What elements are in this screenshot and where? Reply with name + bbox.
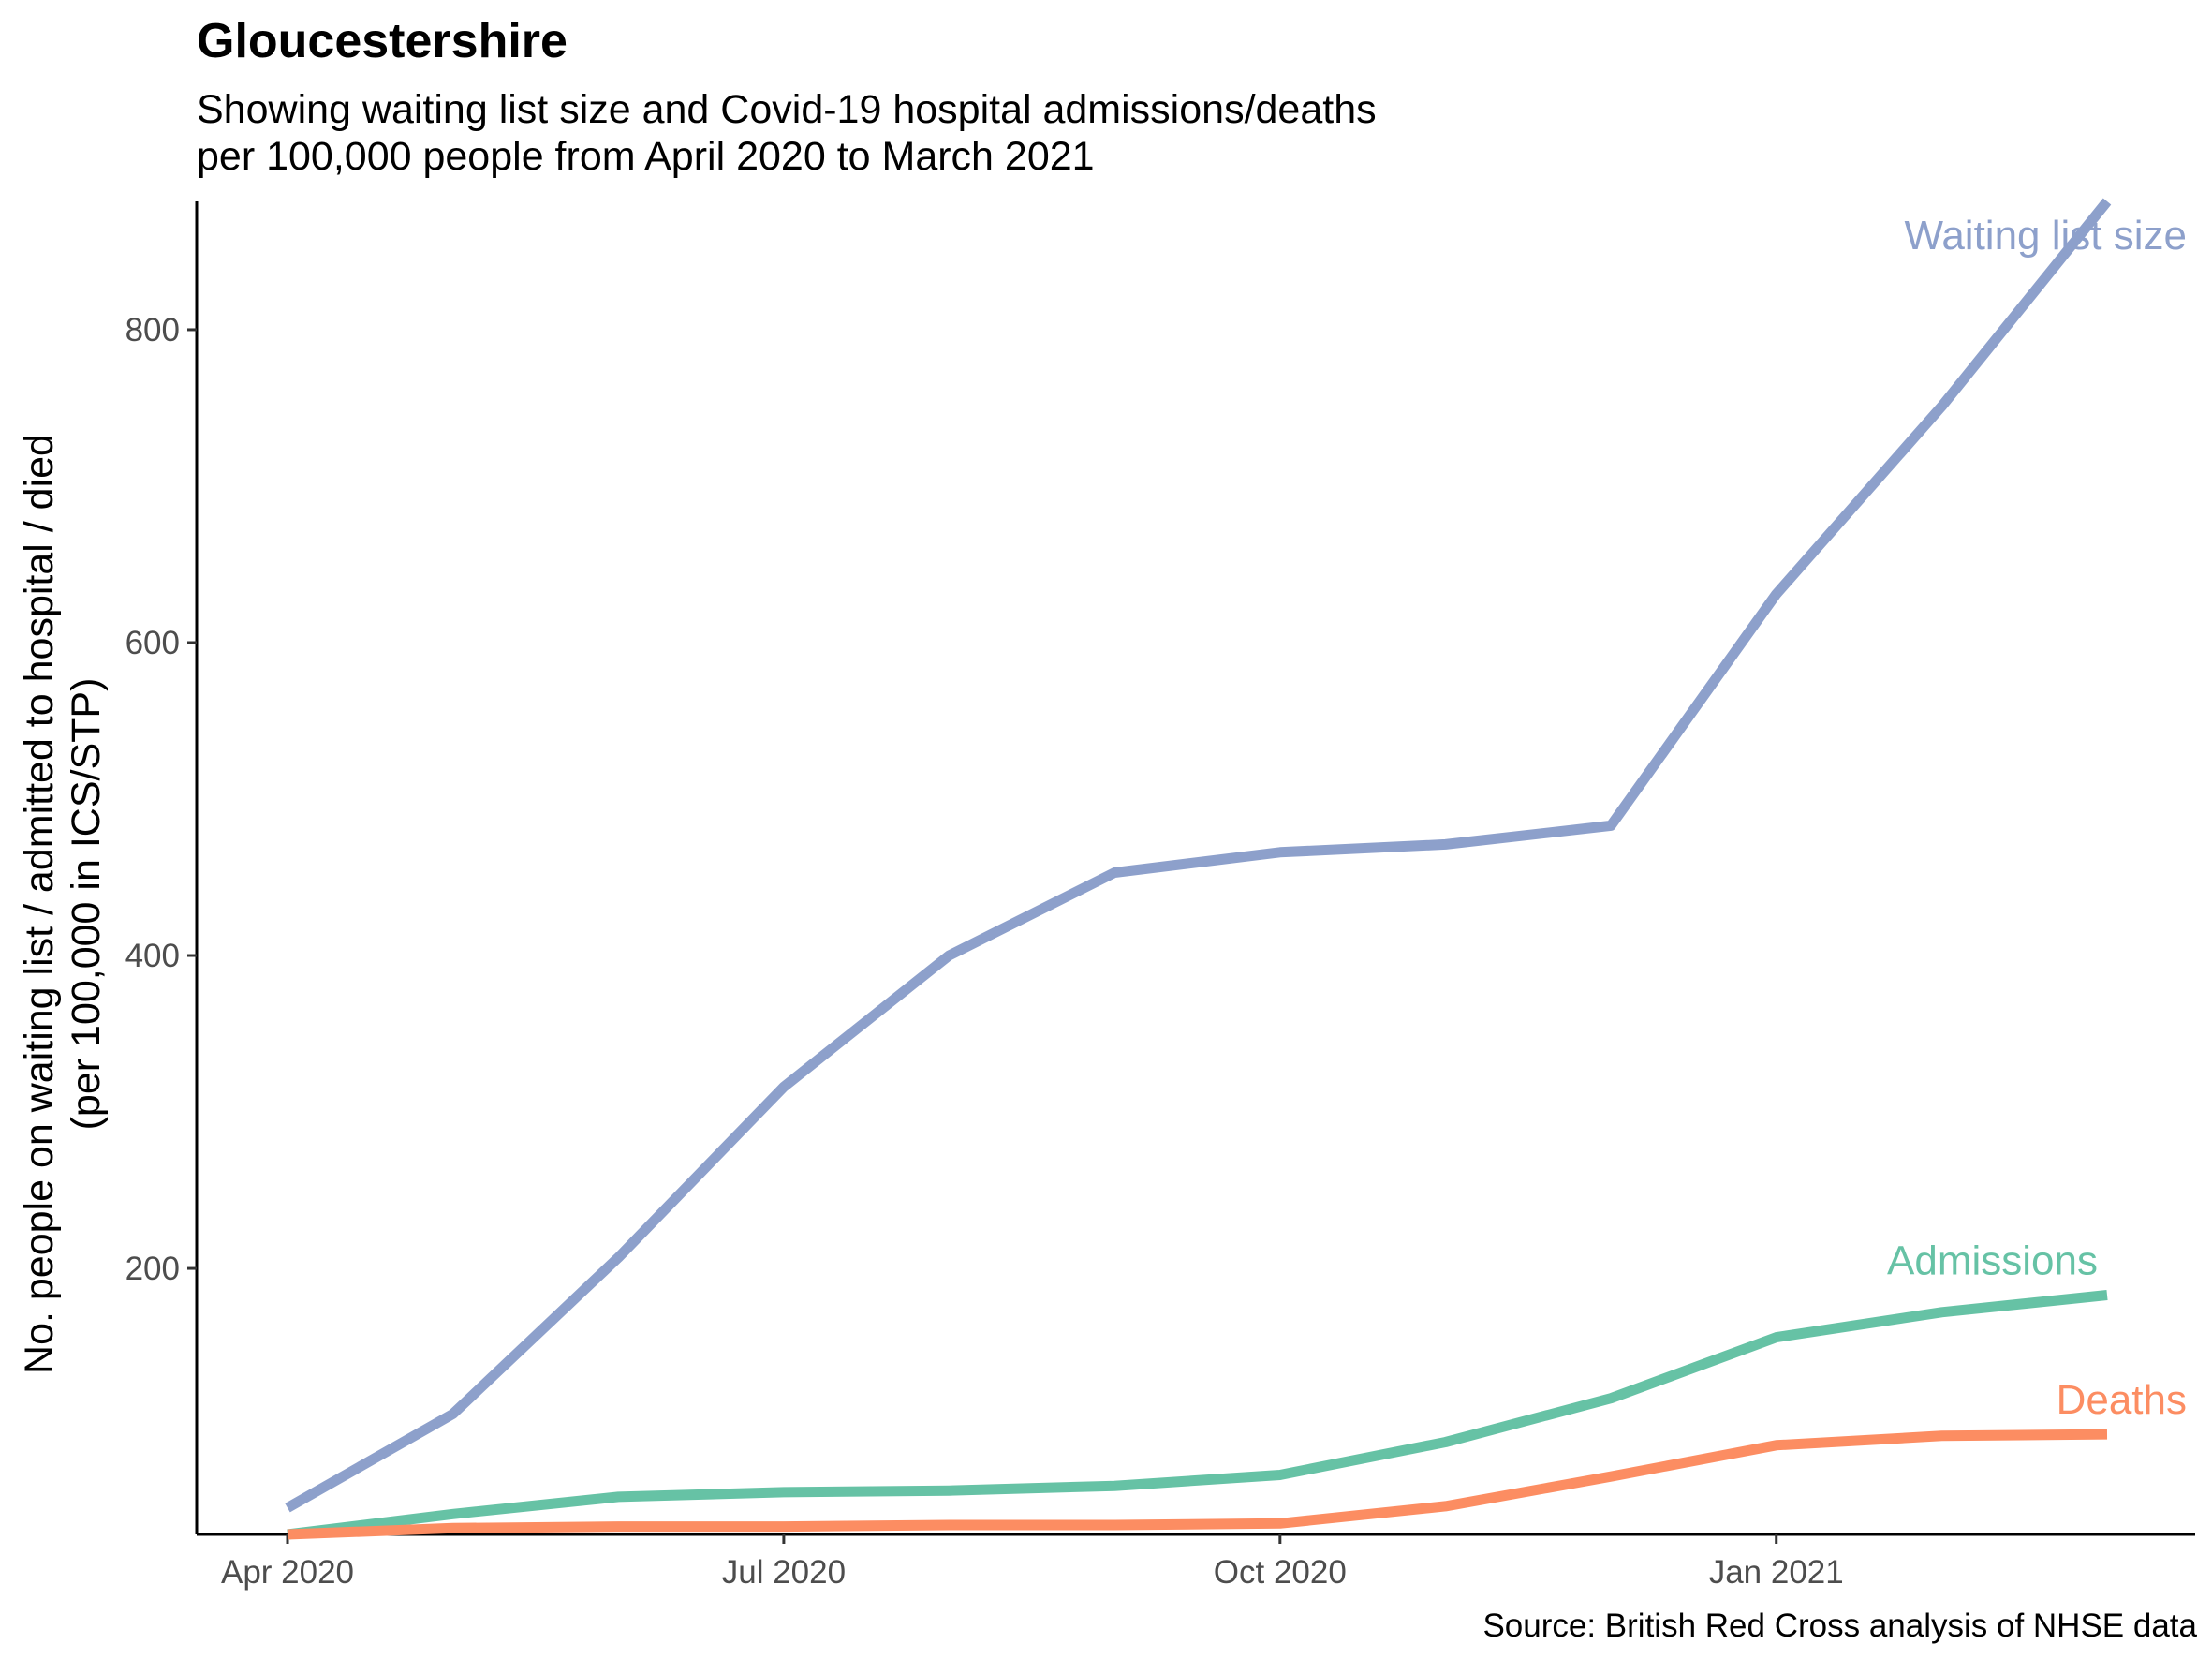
axes: 200 400 600 800 Apr 2020 Jul 2020 Oct 2020 Jan … (125, 201, 2195, 1591)
series-label-deaths: Deaths (2057, 1377, 2187, 1423)
series-labels: Waiting list size Admissions Deaths (1887, 213, 2187, 1423)
y-axis-title-line-1: No. people on waiting list / admitted to… (17, 434, 62, 1374)
subtitle-line-2: per 100,000 people from April 2020 to Ma… (197, 134, 1095, 179)
x-tick-label: Jul 2020 (722, 1554, 846, 1591)
y-tick-label: 400 (125, 938, 180, 974)
y-axis-title-line-2: (per 100,000 in ICS/STP) (64, 678, 109, 1131)
y-tick-label: 200 (125, 1251, 180, 1287)
series-label-waiting-list-size: Waiting list size (1904, 213, 2187, 259)
source-caption: Source: British Red Cross analysis of NH… (1482, 1607, 2197, 1644)
chart-subtitle: Showing waiting list size and Covid-19 h… (197, 86, 1377, 180)
series-label-admissions: Admissions (1887, 1237, 2098, 1283)
series-line-deaths (287, 1429, 2108, 1540)
y-tick-label: 800 (125, 312, 180, 348)
series-layer (285, 198, 2112, 1540)
series-line-waiting-list-size (285, 198, 2112, 1513)
x-tick-label: Apr 2020 (221, 1554, 354, 1591)
subtitle-line-1: Showing waiting list size and Covid-19 h… (197, 87, 1377, 132)
x-tick-label: Jan 2021 (1709, 1554, 1844, 1591)
y-tick-label: 600 (125, 625, 180, 661)
series-line-admissions (287, 1290, 2108, 1540)
x-tick-label: Oct 2020 (1214, 1554, 1347, 1591)
chart-title: Gloucestershire (197, 14, 568, 68)
